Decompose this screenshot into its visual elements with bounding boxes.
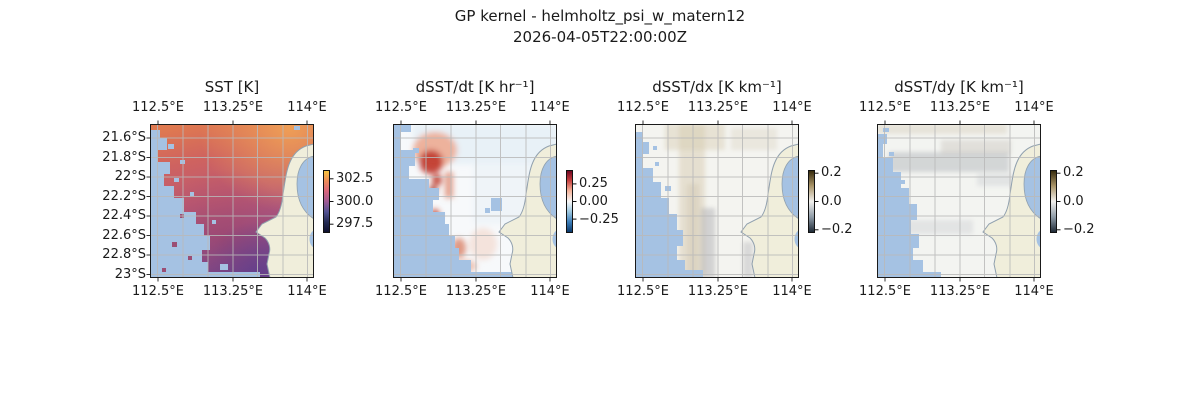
panel-title-dsst-dx: dSST/dx [K km⁻¹]	[652, 78, 782, 96]
x-tick-label: 112.5°E	[859, 100, 911, 115]
x-tick-label: 113.25°E	[929, 100, 991, 115]
x-tick-label: 112.5°E	[375, 100, 427, 115]
panel-title-sst: SST [K]	[204, 78, 260, 96]
x-tick-label: 114°E	[530, 284, 570, 299]
axes-border	[877, 124, 1041, 278]
panel-title-dsst-dy: dSST/dy [K km⁻¹]	[894, 78, 1024, 96]
x-tick-label: 114°E	[530, 100, 570, 115]
x-tick-label: 114°E	[287, 284, 327, 299]
cb-tick-label: 0.0	[1063, 194, 1084, 209]
map-dsst-dx	[635, 120, 799, 282]
axes-border	[393, 124, 557, 278]
x-tick-label: 114°E	[1014, 100, 1054, 115]
colorbar-sst	[323, 170, 334, 233]
y-tick-label: 22.4°S	[102, 208, 146, 223]
x-tick-label: 112.5°E	[132, 284, 184, 299]
figure-title: GP kernel - helmholtz_psi_w_matern12	[454, 7, 746, 25]
x-tick-label: 113.25°E	[202, 100, 264, 115]
x-tick-label: 114°E	[772, 284, 812, 299]
panel-title-dsst-dt: dSST/dt [K hr⁻¹]	[415, 78, 535, 96]
figure-timestamp: 2026-04-05T22:00:00Z	[513, 28, 687, 46]
cb-tick-label: 302.5	[336, 171, 374, 186]
cb-tick-label: −0.2	[821, 222, 853, 237]
cb-tick-label: 0.2	[821, 165, 842, 180]
y-tick-label: 21.8°S	[102, 150, 146, 165]
x-tick-label: 113.25°E	[202, 284, 264, 299]
x-tick-label: 112.5°E	[859, 284, 911, 299]
axes-border	[150, 124, 314, 278]
y-tick-label: 23°S	[114, 267, 146, 282]
y-ticks	[146, 137, 151, 275]
cb-tick-label: 0.0	[821, 194, 842, 209]
cb-tick-label: 0.2	[1063, 165, 1084, 180]
y-tick-label: 21.6°S	[102, 130, 146, 145]
x-tick-label: 113.25°E	[445, 284, 507, 299]
colorbar-dsst-dt	[566, 170, 577, 233]
x-tick-label: 114°E	[1014, 284, 1054, 299]
x-tick-label: 113.25°E	[929, 284, 991, 299]
x-tick-label: 113.25°E	[687, 100, 749, 115]
y-tick-label: 22.2°S	[102, 189, 146, 204]
map-dsst-dy	[877, 120, 1041, 282]
x-tick-label: 113.25°E	[687, 284, 749, 299]
x-tick-label: 112.5°E	[617, 284, 669, 299]
colorbar-dsst-dx	[808, 170, 819, 233]
cb-tick-label: 0.25	[579, 176, 608, 191]
x-tick-label: 114°E	[772, 100, 812, 115]
x-tick-label: 114°E	[287, 100, 327, 115]
y-tick-label: 22.6°S	[102, 228, 146, 243]
cb-tick-label: −0.2	[1063, 222, 1095, 237]
cb-tick-label: 300.0	[336, 194, 374, 209]
map-dsst-dt	[393, 120, 557, 282]
cb-tick-label: 0.00	[579, 194, 608, 209]
cloud-mask	[877, 128, 941, 278]
x-tick-label: 112.5°E	[132, 100, 184, 115]
map-sst	[146, 120, 314, 282]
x-tick-label: 113.25°E	[445, 100, 507, 115]
x-tick-label: 112.5°E	[617, 100, 669, 115]
colorbar-dsst-dy	[1050, 170, 1061, 233]
x-tick-label: 112.5°E	[375, 284, 427, 299]
axes-border	[635, 124, 799, 278]
cb-tick-label: −0.25	[579, 212, 619, 227]
y-tick-label: 22.8°S	[102, 247, 146, 262]
cb-tick-label: 297.5	[336, 216, 374, 231]
y-tick-label: 22°S	[114, 169, 146, 184]
